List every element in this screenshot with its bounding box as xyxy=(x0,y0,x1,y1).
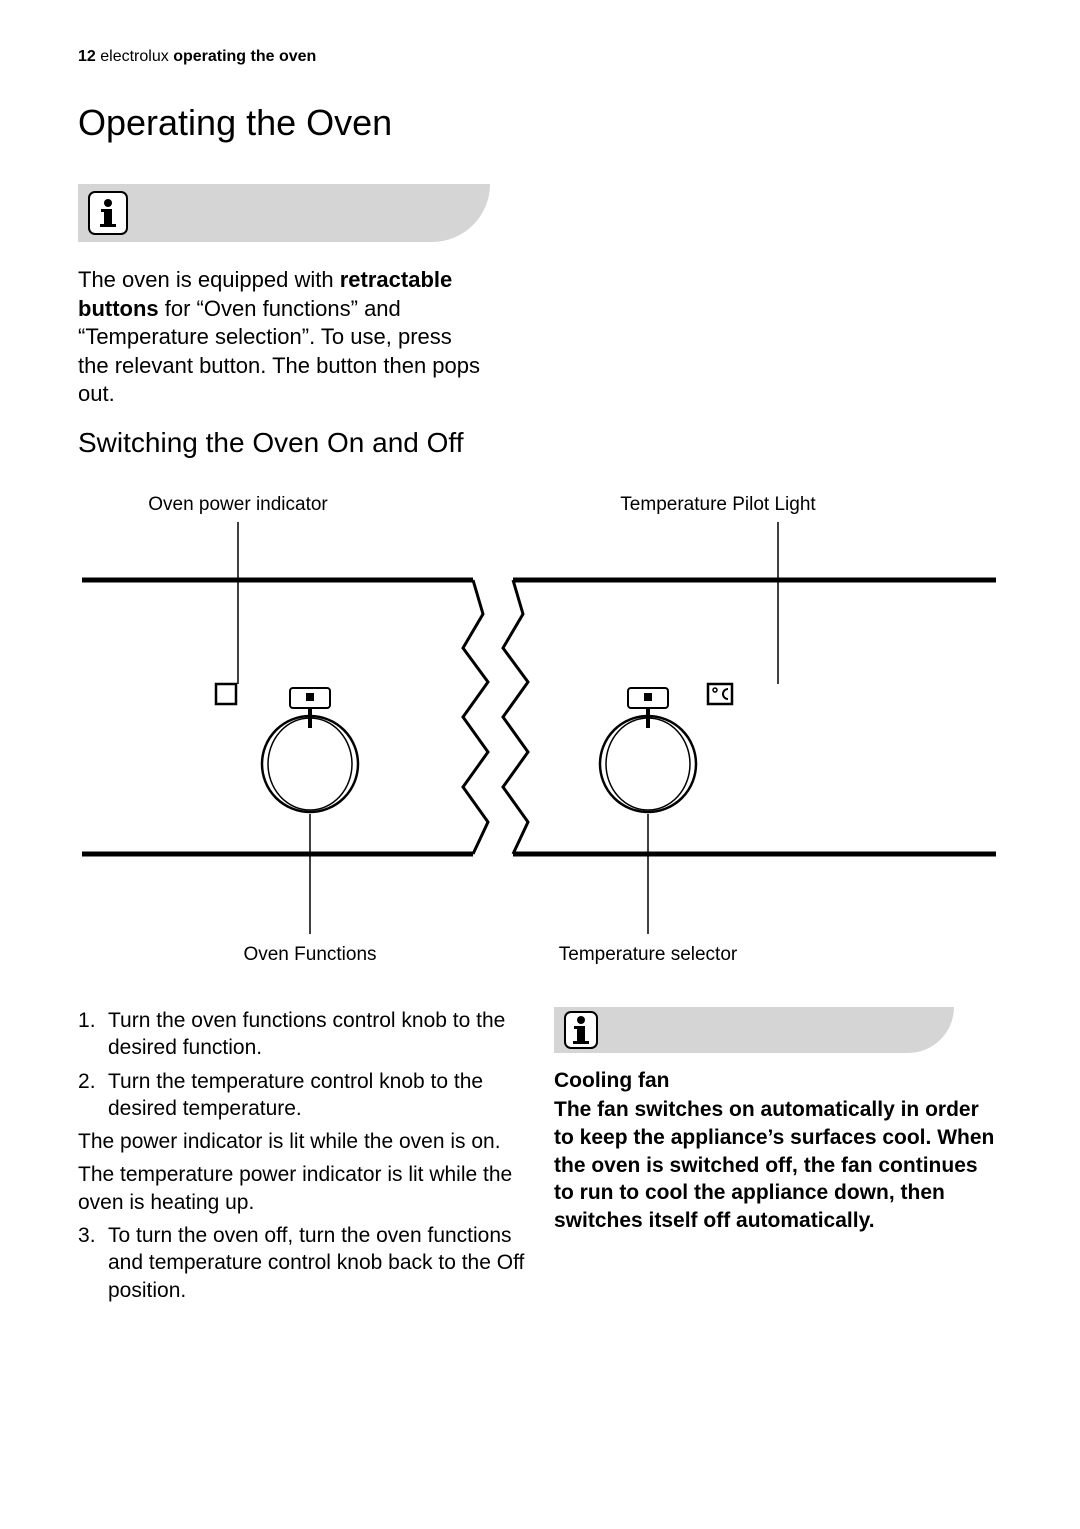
label-temp-selector: Temperature selector xyxy=(559,944,738,965)
page-number: 12 xyxy=(78,48,96,65)
header-section: operating the oven xyxy=(173,48,316,65)
step-1: Turn the oven functions control knob to … xyxy=(78,1007,526,1062)
left-column: Turn the oven functions control knob to … xyxy=(78,1007,526,1310)
temp-indicator-note: The temperature power indicator is lit w… xyxy=(78,1161,526,1216)
label-temp-pilot-light: Temperature Pilot Light xyxy=(620,494,816,515)
cooling-fan-body: The fan switches on automatically in ord… xyxy=(554,1096,1002,1235)
steps-list: Turn the oven functions control knob to … xyxy=(78,1007,526,1122)
right-column: Cooling fan The fan switches on automati… xyxy=(554,1007,1002,1310)
info-banner-small xyxy=(554,1007,954,1053)
info-banner xyxy=(78,184,490,242)
page-title: Operating the Oven xyxy=(78,102,1002,144)
step-3: To turn the oven off, turn the oven func… xyxy=(78,1222,526,1304)
info-icon xyxy=(564,1011,598,1049)
info-icon xyxy=(88,191,128,235)
oven-functions-knob xyxy=(262,688,358,812)
page-header: 12 electrolux operating the oven xyxy=(78,48,1002,66)
intro-paragraph: The oven is equipped with retractable bu… xyxy=(78,266,486,409)
power-indicator-note: The power indicator is lit while the ove… xyxy=(78,1128,526,1155)
label-oven-functions: Oven Functions xyxy=(243,944,376,965)
step-2: Turn the temperature control knob to the… xyxy=(78,1068,526,1123)
cooling-fan-title: Cooling fan xyxy=(554,1067,1002,1094)
brand-name: electrolux xyxy=(100,48,173,65)
temperature-selector-knob xyxy=(600,688,696,812)
section-subtitle: Switching the Oven On and Off xyxy=(78,427,1002,459)
label-oven-power-indicator: Oven power indicator xyxy=(148,494,328,515)
control-panel-diagram: Oven power indicator Temperature Pilot L… xyxy=(78,487,1002,987)
